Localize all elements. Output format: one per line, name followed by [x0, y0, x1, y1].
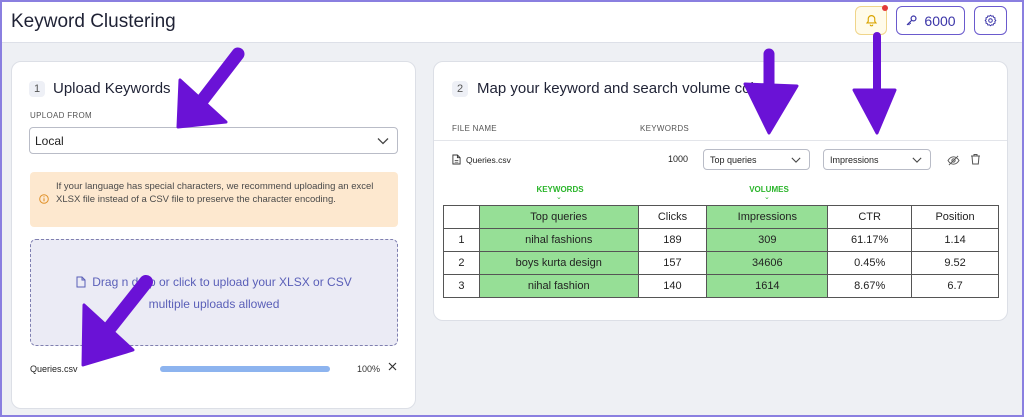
table-cell: 140 — [637, 274, 708, 298]
table-cell: 8.67% — [827, 274, 913, 298]
step-number: 1 — [29, 81, 45, 97]
trash-icon — [971, 154, 980, 165]
gear-icon — [984, 14, 997, 27]
table-header-cell: Top queries — [478, 205, 639, 229]
chevron-down-icon — [377, 137, 389, 144]
top-bar: Keyword Clustering — [2, 2, 1022, 43]
table-cell: 189 — [637, 228, 708, 252]
upload-progress-label: 100% — [357, 364, 381, 374]
annotation-arrow — [194, 47, 245, 109]
settings-button[interactable] — [974, 6, 1007, 35]
annotation-arrow-head — [81, 303, 135, 367]
upload-from-label: UPLOAD FROM — [30, 111, 92, 120]
chevron-down-icon — [791, 157, 801, 163]
remove-file-button[interactable] — [388, 362, 397, 374]
table-row: 2 boys kurta design 157 34606 0.45% 9.52 — [443, 251, 999, 275]
table-header-cell: CTR — [827, 205, 913, 229]
col-file-name-header: FILE NAME — [452, 124, 497, 133]
annotation-arrow-head — [743, 82, 799, 135]
volumes-tag: VOLUMES — [749, 185, 789, 194]
keywords-caret: ⌄ — [556, 194, 562, 201]
table-header-row: Top queries Clicks Impressions CTR Posit… — [443, 205, 999, 229]
keyword-count: 1000 — [668, 154, 689, 164]
preview-table: Top queries Clicks Impressions CTR Posit… — [443, 205, 999, 298]
dropzone-hint: multiple uploads allowed — [148, 297, 280, 311]
annotation-arrow-head — [852, 88, 897, 135]
table-cell: nihal fashions — [478, 228, 639, 252]
table-header-cell: Impressions — [706, 205, 829, 229]
page-title: Keyword Clustering — [11, 11, 176, 32]
keyword-column-select[interactable]: Top queries — [703, 149, 810, 170]
table-cell: boys kurta design — [478, 251, 639, 275]
file-icon — [452, 154, 461, 165]
volume-column-select[interactable]: Impressions — [823, 149, 931, 170]
col-keywords-header: KEYWORDS — [640, 124, 690, 133]
table-cell: 61.17% — [827, 228, 913, 252]
bell-icon — [865, 15, 877, 27]
notice-text: If your language has special characters,… — [56, 181, 374, 205]
table-row: 3 nihal fashion 140 1614 8.67% 6.7 — [443, 274, 999, 298]
key-icon — [907, 15, 917, 26]
table-cell: nihal fashion — [478, 274, 639, 298]
credits-count: 6000 — [924, 12, 956, 29]
upload-progress-fill — [160, 366, 330, 372]
mapping-file-name: Queries.csv — [466, 154, 511, 165]
upload-source-select[interactable]: Local — [29, 127, 398, 154]
mapping-title: Map your keyword and search volume colum… — [477, 80, 791, 97]
notifications-button[interactable] — [855, 5, 888, 35]
table-cell: 157 — [637, 251, 708, 275]
delete-file-button[interactable] — [970, 152, 981, 170]
toggle-preview-button[interactable] — [947, 153, 960, 171]
table-header-cell: Position — [911, 205, 999, 229]
uploaded-file-name: Queries.csv — [30, 364, 78, 374]
upload-progress-bar — [160, 366, 330, 372]
notification-dot — [882, 5, 888, 11]
encoding-notice: If your language has special characters,… — [30, 172, 398, 227]
dropzone-instruction: Drag n drop or click to upload your XLSX… — [92, 275, 352, 289]
table-cell: 3 — [443, 274, 480, 298]
credits-button[interactable]: 6000 — [896, 6, 965, 35]
eye-off-icon — [947, 155, 960, 166]
keyword-column-value: Top queries — [710, 154, 757, 165]
file-icon — [76, 276, 86, 288]
table-cell: 1614 — [706, 274, 829, 298]
chevron-down-icon — [912, 157, 922, 163]
step-number: 2 — [452, 81, 468, 97]
keywords-tag: KEYWORDS — [536, 185, 584, 194]
table-row: 1 nihal fashions 189 309 61.17% 1.14 — [443, 228, 999, 252]
table-cell: 6.7 — [911, 274, 999, 298]
upload-source-value: Local — [35, 133, 64, 148]
volumes-caret: ⌄ — [764, 194, 770, 201]
volume-column-value: Impressions — [830, 154, 879, 165]
divider — [434, 140, 1007, 141]
annotation-arrow — [101, 275, 153, 337]
info-icon — [39, 194, 49, 204]
close-icon — [388, 362, 397, 371]
table-cell: 309 — [706, 228, 829, 252]
upload-title: Upload Keywords — [53, 80, 171, 97]
annotation-arrow-head — [176, 78, 228, 129]
mapping-file: Queries.csv — [452, 154, 511, 165]
table-cell: 34606 — [706, 251, 829, 275]
